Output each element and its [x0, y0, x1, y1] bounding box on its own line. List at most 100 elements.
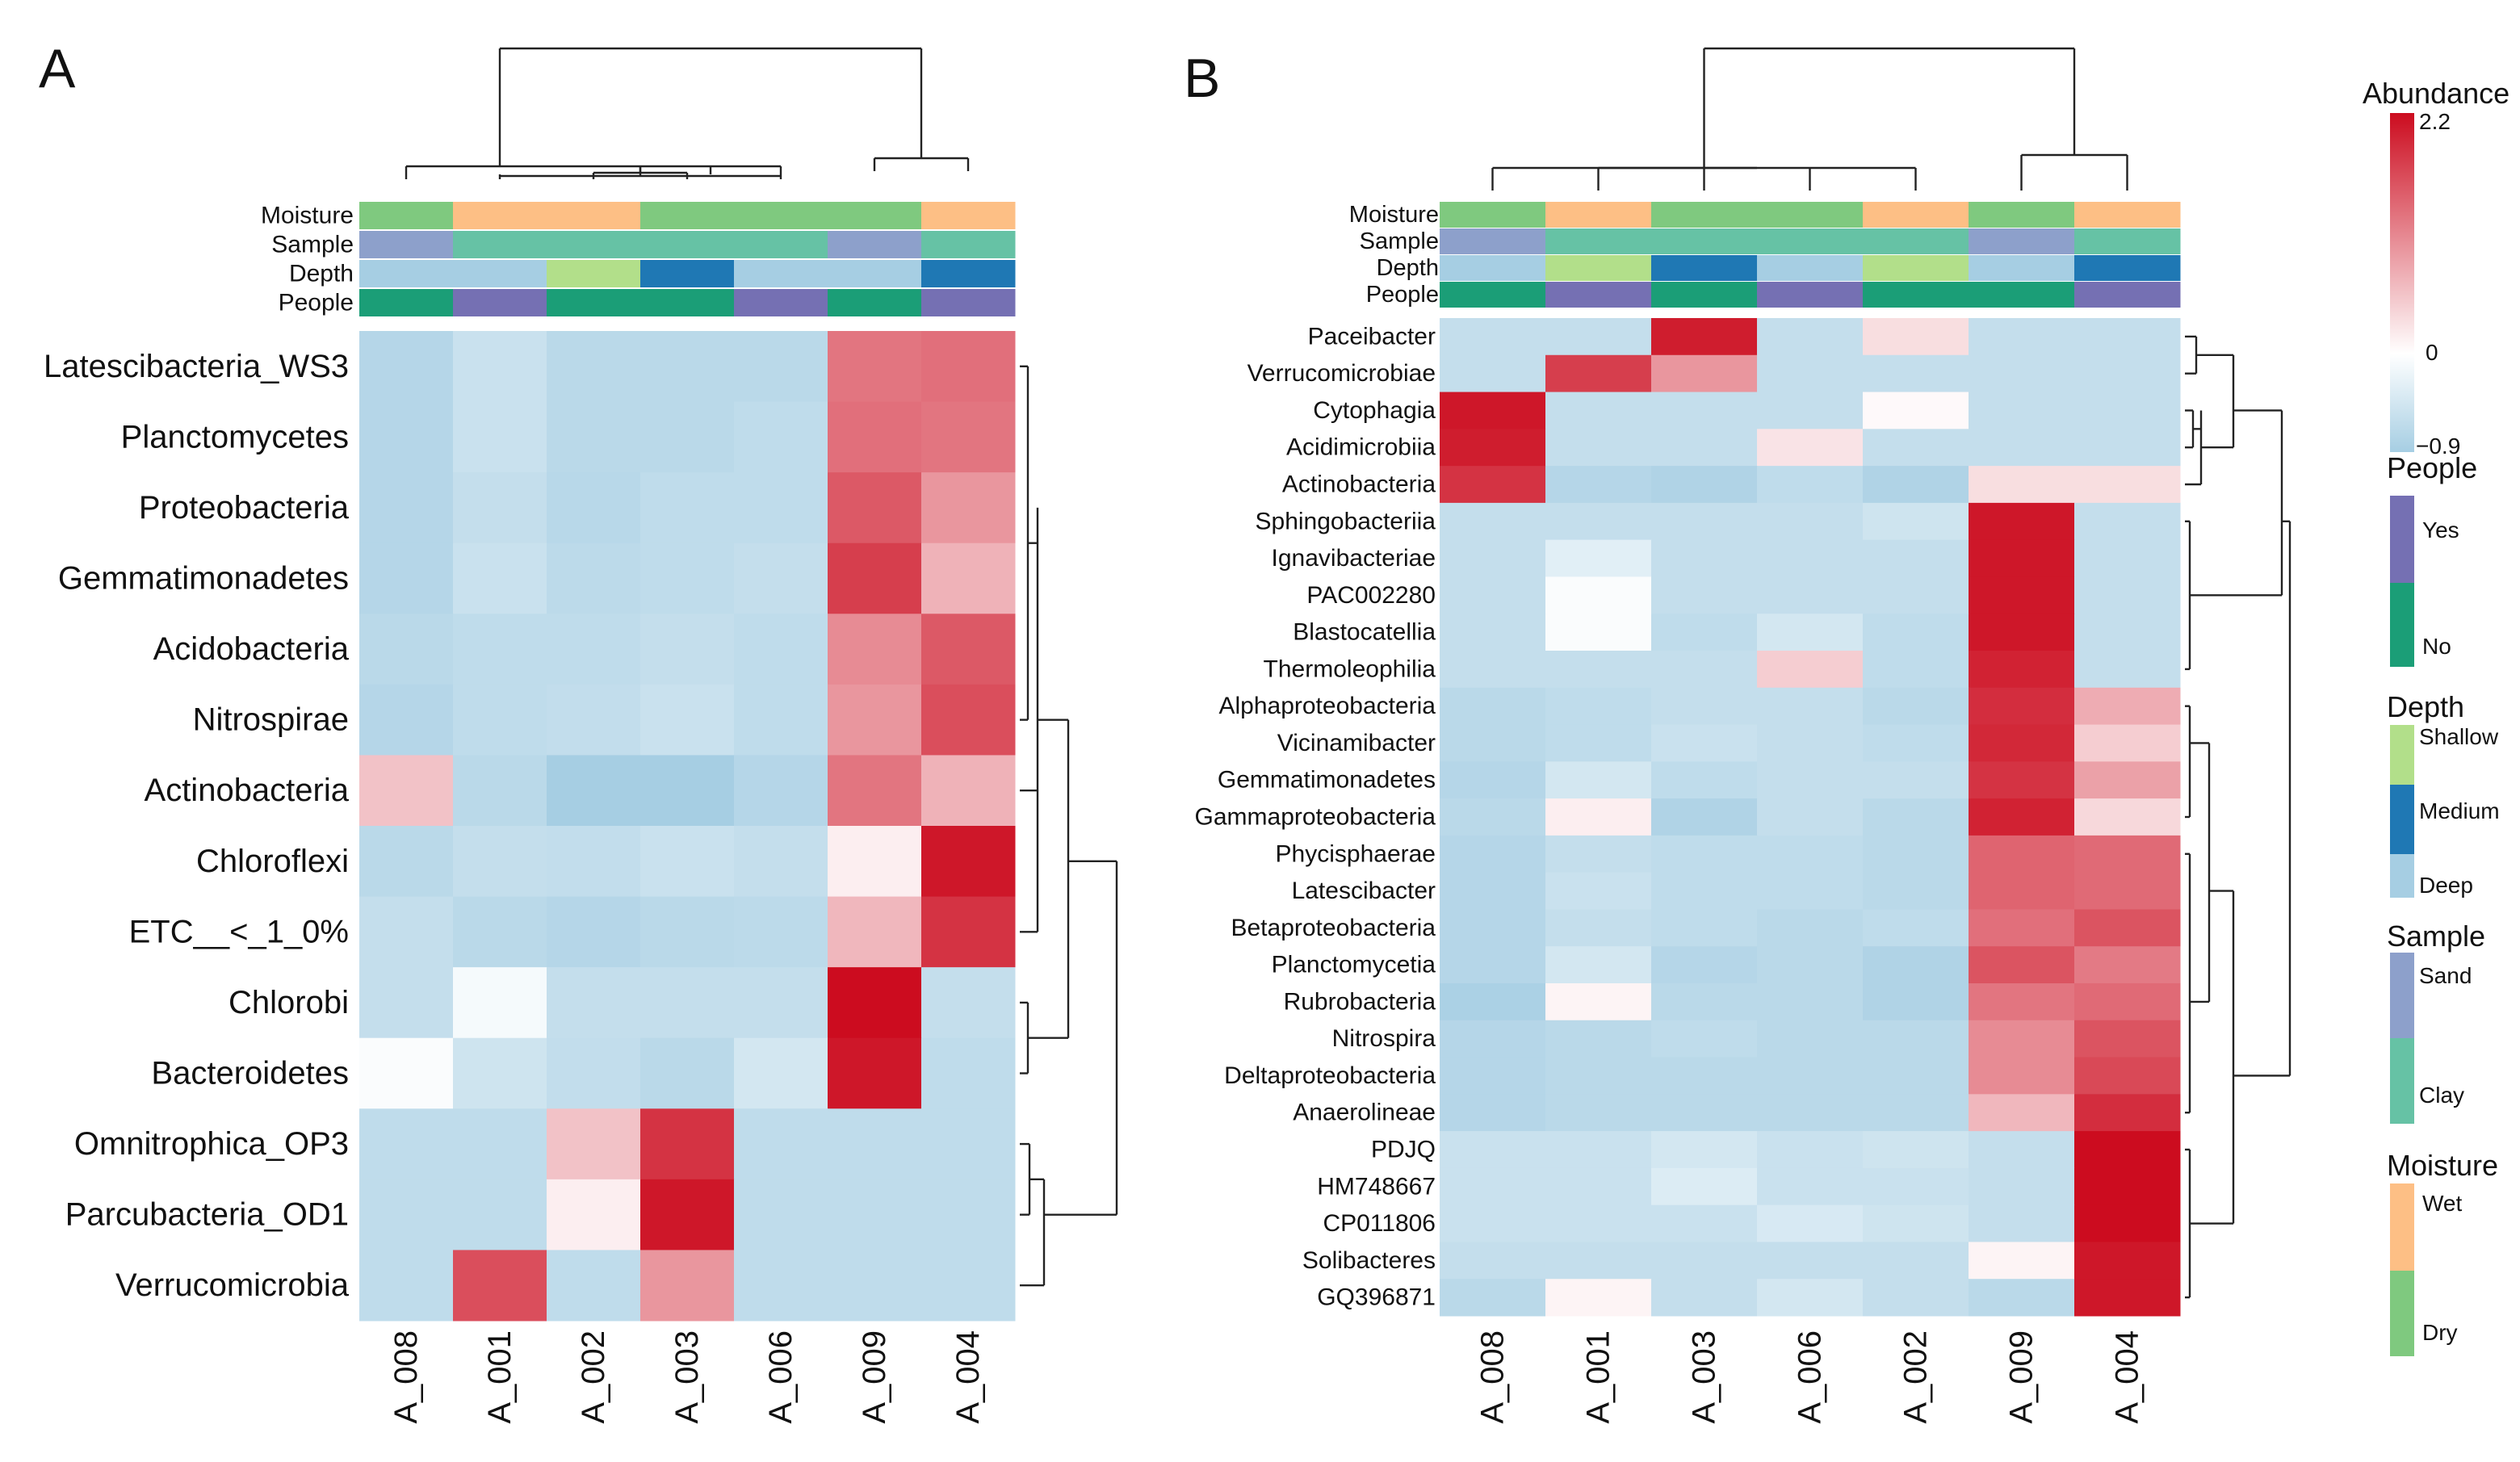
- panel-b-label: B: [1184, 48, 1220, 109]
- b-heat-cell: [2074, 429, 2181, 467]
- b-heat-cell: [1863, 539, 1969, 577]
- a-heat-cell: [359, 542, 454, 614]
- a-heat-cell: [453, 1179, 547, 1250]
- b-heat-cell: [1440, 466, 1546, 504]
- b-annotation-depth-cell: [1440, 255, 1546, 281]
- b-heat-cell: [1969, 651, 2075, 689]
- a-row-label: Gemmatimonadetes: [58, 561, 349, 597]
- a-heat-cell: [453, 401, 547, 473]
- b-heat-cell: [1545, 1094, 1652, 1132]
- b-heat-cell: [1651, 1167, 1758, 1206]
- b-heat-cell: [1440, 983, 1546, 1021]
- a-annotation-depth-cell: [453, 260, 547, 287]
- b-heat-cell: [1545, 1242, 1652, 1280]
- b-heat-cell: [2074, 1279, 2181, 1317]
- a-annotation-depth-cell: [828, 260, 922, 287]
- a-heat-cell: [828, 542, 922, 614]
- a-heat-cell: [640, 826, 735, 898]
- b-heat-cell: [2074, 1204, 2181, 1242]
- b-row-label: Cytophagia: [1313, 397, 1436, 424]
- a-row-label: Proteobacteria: [139, 490, 350, 526]
- b-row-label: CP011806: [1323, 1210, 1436, 1237]
- b-heat-cell: [1545, 1204, 1652, 1242]
- b-heat-cell: [1545, 318, 1652, 356]
- b-row-label: Anaerolineae: [1293, 1100, 1436, 1126]
- a-heat-cell: [640, 684, 735, 756]
- a-heat-cell: [359, 967, 454, 1039]
- b-heat-cell: [1969, 761, 2075, 799]
- b-heat-cell: [1969, 909, 2075, 947]
- a-heat-cell: [453, 826, 547, 898]
- b-annotation-people-cell: [2074, 282, 2181, 308]
- people-yes-swatch: [2390, 496, 2414, 583]
- b-heat-cell: [1651, 835, 1758, 873]
- b-heat-cell: [1969, 724, 2075, 762]
- a-heat-cell: [828, 684, 922, 756]
- b-annotation-label-sample: Sample: [1360, 228, 1439, 254]
- b-heat-cell: [1863, 1131, 1969, 1169]
- b-heat-cell: [1969, 1020, 2075, 1058]
- b-heat-cell: [2074, 687, 2181, 726]
- a-heat-cell: [359, 896, 454, 968]
- b-heat-cell: [2074, 724, 2181, 762]
- a-heat-cell: [734, 401, 828, 473]
- b-heat-cell: [2074, 1131, 2181, 1169]
- moisture-legend-title: Moisture: [2387, 1149, 2498, 1182]
- a-heat-cell: [547, 1108, 641, 1180]
- a-annotation-label-people: People: [279, 290, 354, 316]
- a-heat-cell: [547, 614, 641, 685]
- a-heat-cell: [921, 1179, 1016, 1250]
- a-column-label: A_003: [669, 1330, 705, 1424]
- b-heat-cell: [1757, 576, 1864, 614]
- b-annotation-people-cell: [1757, 282, 1864, 308]
- b-heat-cell: [1863, 724, 1969, 762]
- b-heat-cell: [1863, 651, 1969, 689]
- b-heat-cell: [1440, 872, 1546, 910]
- a-heat-cell: [828, 967, 922, 1039]
- b-heat-cell: [1969, 318, 2075, 356]
- a-annotation-people-cell: [359, 289, 454, 316]
- a-column-label: A_001: [482, 1330, 518, 1424]
- a-annotation-moisture-cell: [734, 202, 828, 229]
- b-row-label: Betaproteobacteria: [1231, 915, 1436, 941]
- sample-sand-swatch: [2390, 953, 2414, 1038]
- people-no-label: No: [2422, 634, 2451, 659]
- a-heat-cell: [640, 614, 735, 685]
- a-annotation-depth-cell: [547, 260, 641, 287]
- b-heat-cell: [1440, 761, 1546, 799]
- a-heat-cell: [359, 1250, 454, 1322]
- b-heat-cell: [1545, 1020, 1652, 1058]
- b-heat-cell: [1545, 1167, 1652, 1206]
- b-heat-cell: [1757, 761, 1864, 799]
- a-annotation-sample-cell: [453, 231, 547, 258]
- a-row-label: Chlorobi: [229, 985, 349, 1020]
- a-heat-cell: [359, 1108, 454, 1180]
- b-heat-cell: [2074, 651, 2181, 689]
- a-heat-cell: [921, 614, 1016, 685]
- a-heat-cell: [640, 967, 735, 1039]
- a-heat-cell: [734, 684, 828, 756]
- b-heat-cell: [1969, 354, 2075, 393]
- b-row-label: GQ396871: [1317, 1284, 1436, 1311]
- b-heat-cell: [1863, 909, 1969, 947]
- b-heat-cell: [2074, 761, 2181, 799]
- b-row-label: PAC002280: [1306, 582, 1436, 609]
- b-heat-cell: [1969, 1204, 2075, 1242]
- b-heat-cell: [1651, 1242, 1758, 1280]
- heatmap-a: Moisture Sample Depth People Latescibacteria…: [44, 47, 1118, 1424]
- b-heat-cell: [1440, 1057, 1546, 1095]
- b-heat-cell: [1969, 1279, 2075, 1317]
- b-heat-cell: [1757, 724, 1864, 762]
- b-heat-cell: [1440, 651, 1546, 689]
- a-heat-cell: [921, 1037, 1016, 1109]
- a-heat-cell: [453, 684, 547, 756]
- a-heat-cell: [921, 896, 1016, 968]
- a-row-label: Parcubacteria_OD1: [65, 1197, 349, 1233]
- b-heat-cell: [1545, 1131, 1652, 1169]
- a-row-label: Actinobacteria: [145, 773, 350, 808]
- a-row-label: Chloroflexi: [196, 844, 349, 879]
- b-heat-cell: [1440, 798, 1546, 836]
- abundance-colorbar: [2390, 113, 2414, 452]
